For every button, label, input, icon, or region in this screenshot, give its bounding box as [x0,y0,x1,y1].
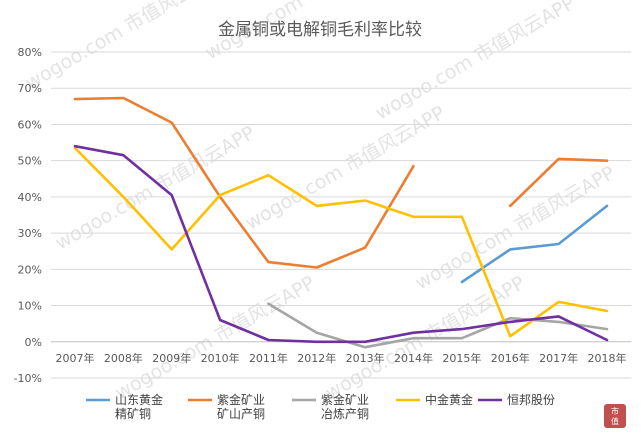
watermark-layer: wogoo.com 市值风云APP wogoo.com 市值风云APPwogoo.… [22,0,619,404]
y-tick-label: 40% [18,191,42,204]
series-segment [460,204,609,284]
x-axis-ticks: 2007年 2008年 2009年 2010年 2011年 2012年 2013年 2014年… [56,351,627,365]
seal-logo: 市 值 [604,404,626,428]
series-segment [267,302,609,349]
x-tick-label: 2013年 [346,351,385,365]
svg-text:值: 值 [611,416,619,426]
legend-label: 紫金矿业 [217,392,265,407]
legend-label: 精矿铜 [115,406,151,421]
x-tick-label: 2010年 [201,351,240,365]
x-tick-label: 2009年 [152,351,191,365]
series-line [460,204,609,284]
series-line [73,144,609,344]
x-tick-label: 2011年 [249,351,288,365]
y-tick-label: 20% [18,263,42,276]
watermark-text: wogoo.com 市值风云APP [242,102,449,234]
series-segment [73,144,609,344]
x-tick-label: 2017年 [539,351,578,365]
y-tick-label: 10% [18,300,42,313]
watermark-text: wogoo.com 市值风云APP [372,0,579,124]
svg-text:市: 市 [611,406,619,416]
watermark-text: wogoo.com 市值风云APP [112,272,319,404]
legend-label: 中金黄金 [425,392,473,407]
y-tick-label: 0% [25,336,42,349]
y-tick-label: 70% [18,82,42,95]
x-tick-label: 2016年 [491,351,530,365]
y-tick-label: 50% [18,155,42,168]
legend-label: 紫金矿业 [321,392,369,407]
series-lines [73,96,609,349]
y-tick-label: -10% [14,372,42,385]
legend-item: 恒邦股份 [478,393,555,407]
series-line [73,146,609,338]
x-tick-label: 2014年 [394,351,433,365]
legend-label: 山东黄金 [115,392,163,407]
y-tick-label: 80% [18,46,42,59]
series-segment [73,146,609,338]
x-tick-label: 2018年 [587,351,626,365]
x-tick-label: 2008年 [104,351,143,365]
legend-label: 矿山产铜 [217,406,265,421]
series-line [267,302,609,349]
y-tick-label: 60% [18,118,42,131]
series-segment [73,96,415,269]
x-tick-label: 2015年 [442,351,481,365]
legend-label: 冶炼产铜 [321,406,369,421]
x-tick-label: 2007年 [56,351,95,365]
chart-title: 金属铜或电解铜毛利率比较 [218,20,422,40]
watermark-text: wogoo.com 市值风云APP [22,0,229,94]
watermark-text: wogoo.com 市值风云APP [52,122,259,254]
series-line [73,96,609,269]
y-tick-label: 30% [18,227,42,240]
legend-item: 中金黄金 [396,392,473,407]
series-segment [508,157,609,208]
x-tick-label: 2012年 [297,351,336,365]
y-axis-ticks: 80% 70% 60% 50% 40% 30% 20% 10% 0% -10% [14,46,42,385]
legend-label: 恒邦股份 [507,393,555,407]
